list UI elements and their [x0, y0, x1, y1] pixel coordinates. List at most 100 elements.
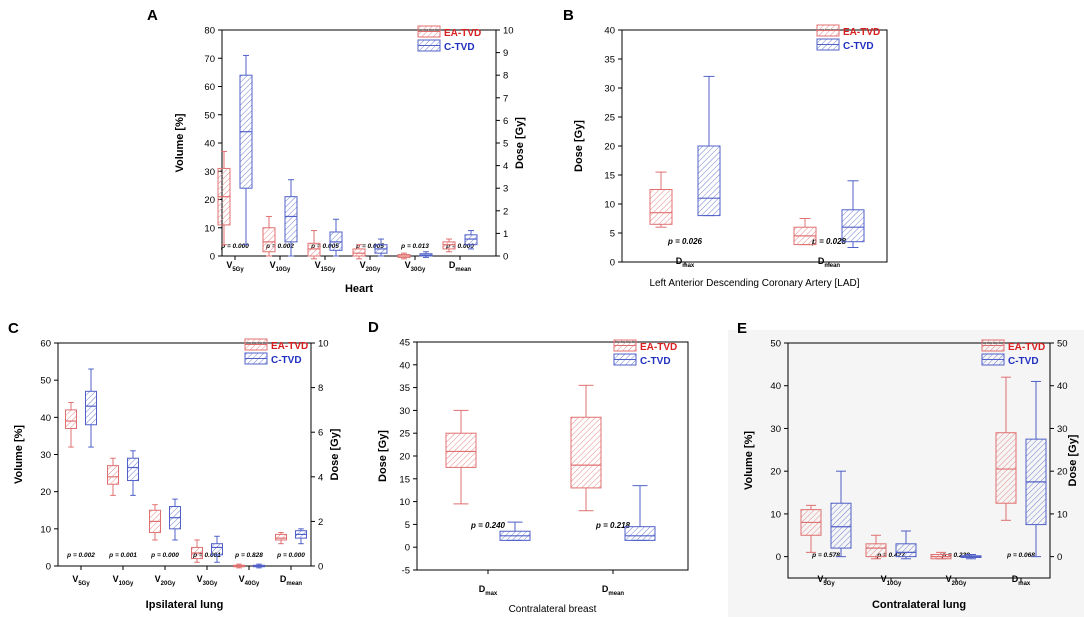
iqr-box: [445, 432, 477, 468]
c-tvd-box: [895, 530, 917, 560]
iqr-box: [307, 242, 321, 257]
x-tick-label: V10Gy: [270, 260, 291, 273]
p-value-label: p = 0.578: [811, 552, 840, 559]
y-tick-label: 45: [399, 338, 410, 349]
ea-tvd-box: [397, 252, 411, 260]
c-tvd-box: [1025, 380, 1047, 558]
y2-tick-label: 1: [503, 229, 508, 240]
legend-label-ea-tvd: EA-TVD: [843, 27, 880, 38]
c-tvd-box: [284, 179, 298, 257]
ea-tvd-box: [275, 532, 287, 545]
ea-tvd-box: [352, 244, 366, 260]
x-tick-label: Dmean: [280, 574, 303, 587]
p-value-label: p = 0.002: [66, 552, 95, 559]
ea-tvd-box: [307, 230, 321, 260]
panel-b: B 0 5 10 15 20 25 30 35 40 Dose [Gy] Left Anterior …: [563, 7, 888, 289]
ea-tvd-box: [149, 504, 161, 541]
c-tvd-box: [239, 54, 253, 246]
c-tvd-box: [624, 485, 656, 541]
y2-tick-label: 6: [503, 116, 508, 127]
p-value-label: p = 0.013: [400, 243, 429, 250]
y-tick-label: 10: [604, 200, 615, 211]
p-value-label: p = 0.002: [265, 243, 294, 250]
c-tvd-box: [960, 554, 982, 560]
x-axis-label: Contralateral lung: [872, 599, 966, 611]
p-value-label: p = 0.828: [234, 552, 263, 559]
legend-label-c-tvd: C-TVD: [843, 41, 874, 52]
y-tick-label: 15: [399, 474, 410, 485]
y-tick-label: 10: [204, 223, 215, 234]
c-tvd-box: [253, 563, 265, 569]
x-tick-label: Dmax: [676, 256, 695, 269]
ea-tvd-box: [233, 563, 245, 569]
c-tvd-box: [295, 528, 307, 545]
ea-tvd-box: [570, 384, 602, 512]
y-tick-label: 15: [604, 171, 615, 182]
y2-tick-label: 50: [1057, 339, 1068, 350]
legend-label-c-tvd: C-TVD: [271, 355, 302, 366]
legend-label-ea-tvd: EA-TVD: [271, 341, 308, 352]
y2-tick-label: 10: [503, 26, 514, 37]
c-tvd-box: [85, 368, 97, 448]
y2-tick-label: 2: [318, 517, 323, 528]
legend: EA-TVD C-TVD: [981, 339, 1045, 367]
p-value-label: p = 0.000: [445, 243, 474, 250]
y-tick-label: 20: [40, 487, 51, 498]
y-tick-label: 35: [399, 383, 410, 394]
y-tick-label: 60: [40, 339, 51, 350]
x-tick-label: V10Gy: [113, 574, 134, 587]
y-tick-label: 0: [210, 252, 215, 263]
y-tick-label: 70: [204, 54, 215, 65]
c-tvd-box: [419, 251, 433, 258]
x-tick-label: V5Gy: [72, 574, 90, 587]
x-tick-label: Dmean: [818, 256, 841, 269]
ea-tvd-box: [793, 218, 817, 246]
y-tick-label: 0: [776, 552, 781, 563]
y2-tick-label: 10: [318, 339, 329, 350]
iqr-box: [352, 248, 366, 257]
iqr-box: [275, 533, 287, 541]
y-axis-label: Volume [%]: [13, 425, 25, 484]
y2-tick-label: 0: [318, 562, 323, 573]
iqr-box: [262, 227, 276, 253]
x-tick-label: V10Gy: [881, 574, 902, 587]
y2-tick-label: 6: [318, 428, 323, 439]
c-tvd-box: [499, 521, 531, 541]
iqr-box: [865, 543, 887, 558]
y-tick-label: 20: [604, 142, 615, 153]
iqr-box: [841, 209, 865, 243]
iqr-box: [995, 432, 1017, 504]
legend: EA-TVD C-TVD: [244, 338, 308, 366]
y-tick-label: 30: [399, 406, 410, 417]
ea-tvd-box: [930, 551, 952, 560]
ea-tvd-box: [65, 401, 77, 448]
ea-tvd-box: [442, 238, 456, 253]
x-tick-label: Dmax: [1012, 574, 1031, 587]
y-tick-label: 80: [204, 26, 215, 37]
y2-tick-label: 0: [1057, 552, 1062, 563]
y-tick-label: 25: [399, 429, 410, 440]
iqr-box: [697, 145, 721, 217]
c-tvd-box: [697, 75, 721, 217]
y-tick-label: 60: [204, 82, 215, 93]
panel-label: D: [368, 319, 379, 336]
x-tick-label: V15Gy: [315, 260, 336, 273]
ea-tvd-box: [995, 376, 1017, 521]
x-tick-label: V20Gy: [946, 574, 967, 587]
y2-axis-label: Dose [Gy]: [329, 428, 341, 480]
p-value-label: p = 0.240: [470, 521, 506, 530]
y-tick-label: 25: [604, 113, 615, 124]
x-tick-label: Dmean: [602, 584, 625, 597]
y-tick-label: 40: [399, 360, 410, 371]
x-tick-label: V40Gy: [239, 574, 260, 587]
y-tick-label: 5: [405, 520, 410, 531]
x-tick-label: Dmax: [479, 584, 498, 597]
c-tvd-box: [169, 498, 181, 541]
y2-axis-label: Dose [Gy]: [1067, 434, 1079, 486]
p-value-label: p = 0.239: [941, 552, 970, 559]
p-value-label: p = 0.005: [310, 243, 339, 250]
p-value-label: p = 0.028: [811, 237, 847, 246]
iqr-box: [211, 543, 223, 556]
p-value-label: p = 0.218: [595, 521, 631, 530]
p-value-label: p = 0.005: [355, 243, 384, 250]
